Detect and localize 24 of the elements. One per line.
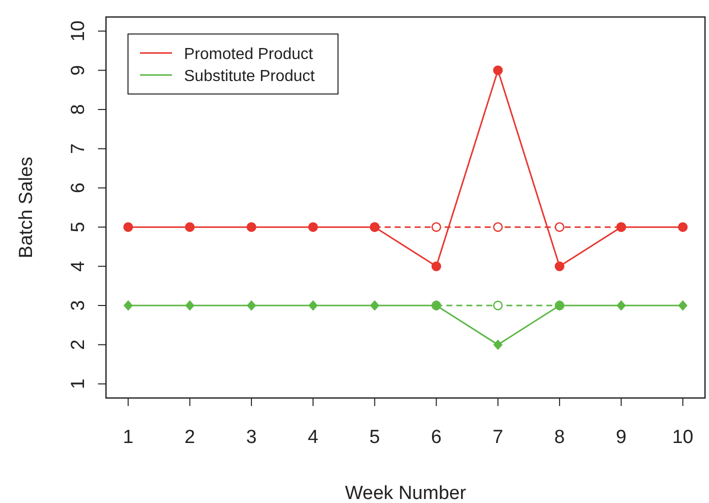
y-tick-label: 1 (68, 378, 89, 390)
legend-label: Promoted Product (184, 46, 314, 63)
legend-label: Substitute Product (184, 68, 316, 85)
x-tick-label: 10 (672, 427, 694, 448)
y-axis-title: Batch Sales (16, 156, 37, 258)
x-tick-label: 8 (554, 427, 565, 448)
x-axis-title: Week Number (344, 483, 467, 503)
y-tick-label: 7 (68, 143, 89, 154)
x-tick-label: 5 (369, 427, 380, 448)
y-tick-label: 3 (68, 300, 89, 311)
y-tick-label: 9 (68, 65, 89, 76)
x-tick-label: 9 (616, 427, 626, 448)
y-tick-label: 8 (68, 104, 89, 115)
x-tick-label: 1 (122, 427, 134, 448)
y-tick-label: 6 (68, 182, 89, 194)
x-tick-label: 4 (308, 427, 319, 448)
y-tick-label: 10 (68, 20, 89, 42)
y-tick-label: 5 (68, 222, 89, 232)
x-tick-label: 6 (431, 427, 442, 448)
x-tick-label: 2 (184, 427, 196, 448)
x-tick-label: 3 (246, 427, 257, 448)
y-tick-label: 2 (68, 339, 89, 350)
y-tick-label: 4 (68, 260, 89, 272)
x-tick-label: 7 (492, 427, 504, 448)
